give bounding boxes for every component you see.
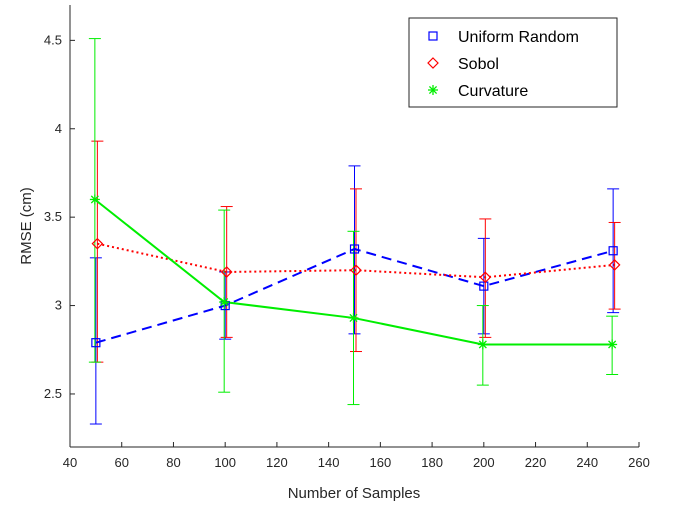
asterisk-stroke	[428, 85, 438, 95]
error-bar	[607, 188, 620, 314]
legend-marker	[427, 57, 439, 69]
x-tick-label: 200	[473, 455, 495, 470]
x-tick-label: 140	[318, 455, 340, 470]
legend-label: Curvature	[458, 83, 528, 100]
legend-entry: Sobol	[427, 56, 499, 73]
data-point	[91, 338, 101, 348]
x-tick-label: 120	[266, 455, 288, 470]
legend-label: Uniform Random	[458, 29, 579, 46]
data-point	[350, 264, 362, 277]
series-markers	[89, 194, 621, 350]
error-bar	[220, 206, 233, 338]
data-point	[479, 281, 489, 291]
asterisk-stroke	[220, 297, 229, 307]
data-point	[219, 297, 230, 308]
series-line	[97, 242, 615, 279]
data-point	[608, 259, 621, 271]
legend-marker	[428, 85, 438, 95]
x-tick-label: 220	[525, 455, 547, 470]
legend-entry: Uniform Random	[428, 29, 579, 46]
asterisk-stroke	[349, 313, 358, 322]
series-line	[95, 247, 614, 344]
legend-box	[408, 17, 618, 108]
error-bar	[477, 237, 490, 335]
error-bar	[89, 257, 102, 425]
y-axis-label: RMSE (cm)	[18, 187, 35, 265]
y-tick-label: 2.5	[44, 386, 62, 401]
legend-entry: Curvature	[428, 83, 528, 100]
data-point	[608, 246, 618, 256]
data-point	[349, 244, 360, 254]
ticks: 40 60 80 100 120 140 160 180 200 220 240 260 2.5 3 3.5…	[44, 32, 650, 470]
legend-marker	[428, 31, 438, 41]
x-tick-label: 240	[576, 455, 598, 470]
error-bar	[91, 140, 104, 363]
y-tick-label: 4.5	[44, 32, 62, 47]
y-tick-label: 4	[55, 121, 62, 136]
data-point	[89, 194, 100, 205]
data-point	[477, 339, 488, 350]
axes	[69, 5, 639, 448]
x-tick-label: 80	[166, 455, 180, 470]
asterisk-stroke	[608, 340, 617, 349]
x-tick-label: 160	[370, 455, 392, 470]
data-point	[220, 266, 233, 278]
legend-label: Sobol	[458, 56, 499, 73]
data-point	[348, 312, 359, 323]
asterisk-stroke	[478, 340, 487, 349]
y-tick-label: 3	[55, 298, 62, 313]
data-point	[479, 271, 492, 284]
x-tick-label: 40	[63, 455, 77, 470]
data-point	[91, 237, 104, 250]
x-axis-label: Number of Samples	[288, 485, 421, 502]
x-tick-label: 180	[421, 455, 443, 470]
legend: Uniform Random Sobol Curvature	[408, 17, 618, 108]
x-tick-label: 260	[628, 455, 650, 470]
x-tick-label: 100	[214, 455, 236, 470]
asterisk-stroke	[90, 195, 99, 204]
y-tick-label: 3.5	[44, 209, 62, 224]
data-point	[607, 339, 618, 350]
x-tick-label: 60	[114, 455, 128, 470]
